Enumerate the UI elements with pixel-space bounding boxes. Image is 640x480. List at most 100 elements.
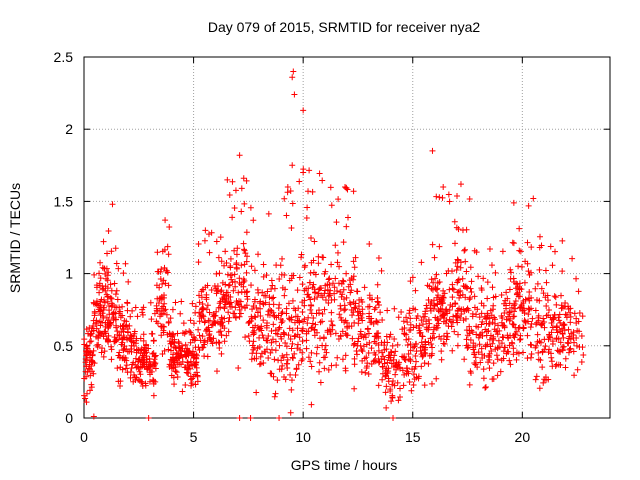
- data-point: [219, 319, 226, 326]
- data-point: [511, 334, 518, 341]
- data-point: [446, 286, 453, 293]
- data-point: [285, 300, 292, 307]
- data-point: [108, 346, 115, 353]
- data-point: [358, 314, 365, 321]
- data-point: [182, 351, 189, 358]
- data-point: [563, 311, 570, 318]
- data-point: [421, 382, 428, 389]
- data-point: [313, 310, 320, 317]
- data-point: [450, 313, 457, 320]
- data-point: [326, 275, 333, 282]
- data-point: [221, 325, 228, 332]
- data-point: [90, 327, 97, 334]
- data-point: [549, 338, 556, 345]
- data-point: [427, 335, 434, 342]
- data-point: [188, 361, 195, 368]
- data-point: [540, 315, 547, 322]
- data-point: [226, 281, 233, 288]
- data-point: [391, 382, 398, 389]
- data-point: [422, 344, 429, 351]
- data-point: [343, 270, 350, 277]
- data-point: [223, 292, 230, 299]
- data-points: [81, 68, 587, 421]
- data-point: [341, 307, 348, 314]
- data-point: [466, 381, 473, 388]
- data-point: [198, 288, 205, 295]
- data-point: [477, 331, 484, 338]
- data-point: [372, 358, 379, 365]
- data-point: [248, 263, 255, 270]
- data-point: [122, 260, 129, 267]
- data-point: [407, 326, 414, 333]
- data-point: [516, 285, 523, 292]
- data-point: [190, 352, 197, 359]
- data-point: [204, 282, 211, 289]
- data-point: [455, 331, 462, 338]
- data-point: [297, 346, 304, 353]
- data-point: [360, 343, 367, 350]
- data-point: [206, 249, 213, 256]
- data-point: [524, 239, 531, 246]
- data-point: [510, 313, 517, 320]
- data-point: [404, 368, 411, 375]
- data-point: [243, 177, 250, 184]
- data-point: [353, 288, 360, 295]
- data-point: [553, 323, 560, 330]
- data-point: [289, 162, 296, 169]
- data-point: [115, 352, 122, 359]
- data-point: [520, 324, 527, 331]
- data-point: [141, 347, 148, 354]
- data-point: [434, 315, 441, 322]
- data-point: [269, 295, 276, 302]
- x-tick-label: 10: [295, 429, 311, 445]
- data-point: [358, 368, 365, 375]
- data-point: [480, 275, 487, 282]
- data-point: [556, 311, 563, 318]
- data-point: [138, 378, 145, 385]
- data-point: [425, 316, 432, 323]
- data-point: [350, 342, 357, 349]
- data-point: [299, 328, 306, 335]
- data-point: [480, 366, 487, 373]
- data-point: [343, 223, 350, 230]
- data-point: [158, 332, 165, 339]
- data-point: [238, 185, 245, 192]
- data-point: [576, 309, 583, 316]
- data-point: [301, 302, 308, 309]
- data-point: [265, 333, 272, 340]
- data-point: [328, 261, 335, 268]
- data-point: [350, 258, 357, 265]
- data-point: [323, 349, 330, 356]
- data-point: [540, 379, 547, 386]
- data-point: [101, 296, 108, 303]
- data-point: [217, 328, 224, 335]
- data-point: [238, 208, 245, 215]
- data-point: [308, 401, 315, 408]
- data-point: [225, 318, 232, 325]
- data-point: [528, 244, 535, 251]
- data-point: [289, 297, 296, 304]
- data-point: [192, 309, 199, 316]
- data-point: [321, 306, 328, 313]
- data-point: [434, 292, 441, 299]
- data-point: [168, 365, 175, 372]
- data-point: [413, 315, 420, 322]
- data-point: [276, 415, 283, 421]
- data-point: [299, 327, 306, 334]
- data-point: [300, 169, 307, 176]
- data-point: [532, 285, 539, 292]
- data-point: [411, 365, 418, 372]
- data-point: [406, 310, 413, 317]
- data-point: [135, 358, 142, 365]
- data-point: [453, 266, 460, 273]
- data-point: [262, 292, 269, 299]
- data-point: [375, 359, 382, 366]
- data-point: [349, 335, 356, 342]
- data-point: [365, 330, 372, 337]
- data-point: [245, 319, 252, 326]
- data-point: [307, 358, 314, 365]
- data-point: [336, 263, 343, 270]
- data-point: [96, 270, 103, 277]
- data-point: [423, 305, 430, 312]
- data-point: [392, 371, 399, 378]
